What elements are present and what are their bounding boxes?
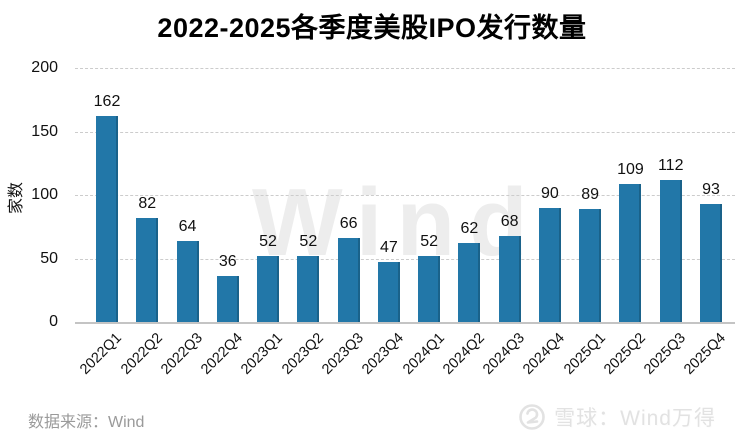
bar-value-label: 64 [178, 217, 197, 235]
x-tick-label: 2024Q1 [399, 330, 448, 378]
bar-2023Q1 [257, 255, 280, 322]
x-tick-label: 2023Q2 [278, 330, 327, 378]
bar-2024Q4 [538, 207, 561, 322]
gridline-y200 [75, 68, 735, 69]
y-tick-label: 200 [31, 59, 58, 76]
data-source-note: 数据来源：Wind [28, 414, 145, 431]
bar-2024Q2 [458, 243, 481, 322]
brand-watermark-text: 雪球：Wind万得 [554, 407, 716, 430]
bar-2025Q3 [659, 179, 682, 322]
y-tick-label: 150 [31, 122, 58, 140]
bar-2023Q3 [337, 238, 360, 322]
x-tick-label: 2022Q4 [198, 330, 247, 378]
bar-2023Q4 [377, 262, 400, 322]
bar-2022Q2 [136, 217, 159, 322]
gridline-y0 [75, 322, 735, 324]
bar-value-label: 47 [379, 239, 398, 257]
bar-2024Q1 [418, 255, 441, 322]
bar-value-label: 89 [581, 185, 600, 203]
bar-value-label: 52 [259, 232, 277, 250]
bar-value-label: 36 [218, 253, 237, 271]
bar-value-label: 82 [138, 194, 157, 212]
x-tick-label: 2023Q1 [238, 330, 287, 378]
x-tick-label: 2024Q3 [480, 330, 528, 378]
bar-value-label: 112 [657, 156, 684, 174]
x-tick-label: 2022Q2 [117, 330, 166, 378]
bar-value-label: 109 [617, 160, 644, 178]
x-tick-label: 2025Q3 [641, 330, 690, 378]
x-tick-label: 2024Q4 [520, 330, 569, 378]
bar-2024Q3 [498, 235, 521, 322]
bar-value-label: 66 [339, 215, 358, 233]
y-tick-label: 50 [40, 249, 58, 267]
x-tick-label: 2024Q2 [439, 330, 488, 378]
x-tick-label: 2025Q4 [681, 330, 730, 378]
bar-value-label: 90 [541, 184, 559, 202]
gridline-y50 [75, 258, 735, 260]
x-tick-label: 2022Q1 [77, 330, 126, 378]
bar-value-label: 52 [420, 232, 439, 250]
x-tick-label: 2025Q2 [600, 330, 649, 378]
gridline-y100 [75, 195, 735, 196]
y-tick-label: 0 [49, 313, 58, 330]
bar-value-label: 93 [702, 180, 720, 198]
x-tick-label: 2023Q4 [359, 330, 408, 378]
bar-value-label: 62 [460, 220, 479, 238]
x-tick-label: 2023Q3 [319, 330, 367, 378]
x-tick-label: 2022Q3 [158, 330, 206, 378]
bar-2025Q2 [619, 183, 642, 322]
bar-2022Q3 [176, 240, 199, 322]
y-tick-label: 100 [31, 186, 58, 203]
bar-value-label: 68 [500, 212, 519, 230]
brand-watermark: 雪球：Wind万得 [518, 402, 716, 432]
x-tick-label: 2025Q1 [560, 330, 609, 378]
bar-2023Q2 [297, 255, 320, 322]
gridline-y150 [75, 131, 735, 133]
bar-2022Q4 [216, 276, 239, 322]
bar-2025Q1 [579, 208, 602, 322]
bar-2025Q4 [700, 203, 722, 322]
xueqiu-logo-icon [519, 404, 545, 430]
bar-2022Q1 [96, 116, 118, 322]
bar-value-label: 162 [93, 93, 121, 111]
chart-title: 2022-2025各季度美股IPO发行数量 [157, 13, 587, 43]
bar-value-label: 52 [299, 232, 318, 250]
